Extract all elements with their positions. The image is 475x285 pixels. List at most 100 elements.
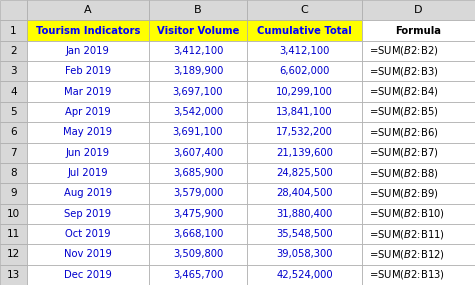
Bar bbox=[149, 122, 247, 142]
Text: 39,058,300: 39,058,300 bbox=[276, 249, 333, 259]
Text: 42,524,000: 42,524,000 bbox=[276, 270, 333, 280]
Bar bbox=[0, 20, 27, 41]
Bar bbox=[0, 244, 27, 265]
Text: 17,532,200: 17,532,200 bbox=[276, 127, 333, 137]
Bar bbox=[247, 20, 362, 41]
Bar bbox=[247, 61, 362, 82]
Bar bbox=[362, 203, 475, 224]
Bar bbox=[149, 61, 247, 82]
Bar bbox=[362, 41, 475, 61]
Text: 5: 5 bbox=[10, 107, 17, 117]
Text: Jul 2019: Jul 2019 bbox=[67, 168, 108, 178]
Bar bbox=[362, 244, 475, 265]
Text: Sep 2019: Sep 2019 bbox=[64, 209, 112, 219]
Text: Mar 2019: Mar 2019 bbox=[64, 87, 112, 97]
Bar bbox=[149, 82, 247, 102]
Bar bbox=[0, 224, 27, 244]
Text: 3,685,900: 3,685,900 bbox=[173, 168, 223, 178]
Text: 6,602,000: 6,602,000 bbox=[279, 66, 330, 76]
Bar bbox=[149, 265, 247, 285]
Text: 24,825,500: 24,825,500 bbox=[276, 168, 333, 178]
Bar bbox=[149, 0, 247, 20]
Bar bbox=[247, 142, 362, 163]
Text: Aug 2019: Aug 2019 bbox=[64, 188, 112, 198]
Text: 28,404,500: 28,404,500 bbox=[276, 188, 333, 198]
Text: B: B bbox=[194, 5, 202, 15]
Bar bbox=[247, 122, 362, 142]
Text: =SUM($B$2:B6): =SUM($B$2:B6) bbox=[369, 126, 438, 139]
Text: 21,139,600: 21,139,600 bbox=[276, 148, 333, 158]
Text: =SUM($B$2:B2): =SUM($B$2:B2) bbox=[369, 44, 438, 57]
Text: A: A bbox=[84, 5, 92, 15]
Bar bbox=[0, 203, 27, 224]
Text: Dec 2019: Dec 2019 bbox=[64, 270, 112, 280]
Text: 3,412,100: 3,412,100 bbox=[173, 46, 223, 56]
Text: 12: 12 bbox=[7, 249, 20, 259]
Text: Nov 2019: Nov 2019 bbox=[64, 249, 112, 259]
Bar bbox=[247, 203, 362, 224]
Bar bbox=[27, 0, 149, 20]
Text: 10,299,100: 10,299,100 bbox=[276, 87, 333, 97]
Text: 3,412,100: 3,412,100 bbox=[279, 46, 330, 56]
Bar bbox=[149, 142, 247, 163]
Bar bbox=[0, 163, 27, 183]
Bar bbox=[27, 163, 149, 183]
Bar bbox=[362, 82, 475, 102]
Text: =SUM($B$2:B11): =SUM($B$2:B11) bbox=[369, 228, 445, 241]
Text: Cumulative Total: Cumulative Total bbox=[257, 26, 352, 36]
Bar bbox=[27, 20, 149, 41]
Text: 31,880,400: 31,880,400 bbox=[276, 209, 332, 219]
Bar bbox=[362, 20, 475, 41]
Text: 11: 11 bbox=[7, 229, 20, 239]
Bar bbox=[27, 122, 149, 142]
Bar bbox=[362, 102, 475, 122]
Text: 3,542,000: 3,542,000 bbox=[173, 107, 223, 117]
Bar bbox=[27, 244, 149, 265]
Text: =SUM($B$2:B4): =SUM($B$2:B4) bbox=[369, 85, 438, 98]
Bar bbox=[362, 61, 475, 82]
Text: 3: 3 bbox=[10, 66, 17, 76]
Text: 2: 2 bbox=[10, 46, 17, 56]
Text: 3,189,900: 3,189,900 bbox=[173, 66, 223, 76]
Bar bbox=[27, 203, 149, 224]
Bar bbox=[247, 244, 362, 265]
Text: 3,668,100: 3,668,100 bbox=[173, 229, 223, 239]
Bar bbox=[362, 183, 475, 203]
Bar bbox=[247, 183, 362, 203]
Text: 4: 4 bbox=[10, 87, 17, 97]
Bar bbox=[27, 82, 149, 102]
Text: Tourism Indicators: Tourism Indicators bbox=[36, 26, 140, 36]
Bar bbox=[149, 183, 247, 203]
Text: =SUM($B$2:B5): =SUM($B$2:B5) bbox=[369, 105, 438, 119]
Bar bbox=[0, 102, 27, 122]
Bar bbox=[0, 122, 27, 142]
Text: 13: 13 bbox=[7, 270, 20, 280]
Text: Jun 2019: Jun 2019 bbox=[66, 148, 110, 158]
Bar bbox=[247, 224, 362, 244]
Text: =SUM($B$2:B3): =SUM($B$2:B3) bbox=[369, 65, 438, 78]
Bar bbox=[27, 102, 149, 122]
Bar bbox=[149, 244, 247, 265]
Text: Jan 2019: Jan 2019 bbox=[66, 46, 110, 56]
Text: C: C bbox=[301, 5, 308, 15]
Text: =SUM($B$2:B12): =SUM($B$2:B12) bbox=[369, 248, 445, 261]
Text: D: D bbox=[414, 5, 423, 15]
Bar bbox=[0, 82, 27, 102]
Bar bbox=[247, 265, 362, 285]
Text: May 2019: May 2019 bbox=[63, 127, 113, 137]
Bar bbox=[247, 163, 362, 183]
Bar bbox=[149, 20, 247, 41]
Bar bbox=[27, 41, 149, 61]
Bar bbox=[27, 61, 149, 82]
Text: 3,465,700: 3,465,700 bbox=[173, 270, 223, 280]
Bar bbox=[362, 224, 475, 244]
Text: Oct 2019: Oct 2019 bbox=[65, 229, 111, 239]
Bar bbox=[362, 265, 475, 285]
Text: Apr 2019: Apr 2019 bbox=[65, 107, 111, 117]
Text: 3,697,100: 3,697,100 bbox=[173, 87, 223, 97]
Bar bbox=[0, 265, 27, 285]
Bar bbox=[247, 0, 362, 20]
Text: 3,691,100: 3,691,100 bbox=[173, 127, 223, 137]
Bar bbox=[0, 61, 27, 82]
Bar bbox=[149, 203, 247, 224]
